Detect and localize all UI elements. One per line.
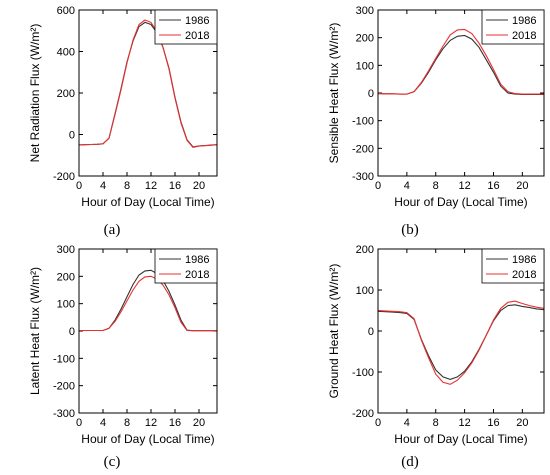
x-tick-label: 12 <box>145 180 157 192</box>
y-tick-label: -200 <box>352 408 374 420</box>
x-tick-label: 4 <box>404 180 410 192</box>
x-axis-label: Hour of Day (Local Time) <box>394 195 527 209</box>
x-axis-label: Hour of Day (Local Time) <box>81 432 214 446</box>
y-tick-label: -100 <box>352 116 374 128</box>
x-tick-label: 16 <box>169 180 181 192</box>
x-tick-label: 12 <box>458 180 470 192</box>
x-axis-label: Hour of Day (Local Time) <box>394 432 527 446</box>
panel-label: (b) <box>401 222 419 238</box>
y-tick-label: -100 <box>53 353 75 365</box>
x-tick-label: 12 <box>458 417 470 429</box>
y-axis-label: Net Radiation Flux (W/m²) <box>28 24 42 163</box>
x-tick-label: 4 <box>100 180 106 192</box>
y-tick-label: 300 <box>356 5 374 17</box>
plot-frame <box>377 248 545 414</box>
series-line-2018 <box>377 28 544 95</box>
y-tick-label: 100 <box>356 60 374 72</box>
legend-label-1986: 1986 <box>512 254 536 266</box>
y-tick-label: 100 <box>57 299 75 311</box>
x-axis-label: Hour of Day (Local Time) <box>81 195 214 209</box>
x-tick-label: 16 <box>169 417 181 429</box>
chart-panel-b: -300 -200 -100 0 100 200 300 0 4 8 12 16 20 1986 2018 H… <box>327 5 545 238</box>
series-line-2018 <box>377 300 545 385</box>
y-tick-label: 0 <box>69 130 75 142</box>
legend-label-1986: 1986 <box>185 254 209 266</box>
x-tick-label: 20 <box>516 180 528 192</box>
series-line-2018 <box>78 19 218 149</box>
x-tick-label: 4 <box>100 417 106 429</box>
y-tick-label: -100 <box>352 367 374 379</box>
chart-panel-d: -200 -100 0 100 200 0 4 8 12 16 20 1986 2018 Hour of … <box>327 244 545 470</box>
y-tick-label: 0 <box>368 88 374 100</box>
x-tick-label: 0 <box>76 180 82 192</box>
y-axis-label: Ground Heat Flux (W/m²) <box>327 264 341 399</box>
legend-label-2018: 2018 <box>512 269 536 281</box>
legend-label-2018: 2018 <box>185 269 209 281</box>
panel-label: (c) <box>104 454 121 470</box>
y-axis-label: Sensible Heat Flux (W/m²) <box>327 23 341 164</box>
x-tick-label: 16 <box>487 180 499 192</box>
panel-label: (d) <box>401 454 419 470</box>
y-tick-label: 0 <box>69 326 75 338</box>
x-tick-label: 0 <box>375 417 381 429</box>
x-tick-label: 20 <box>193 417 205 429</box>
plot-frame <box>78 9 218 177</box>
y-tick-label: -200 <box>53 381 75 393</box>
y-tick-label: 0 <box>368 326 374 338</box>
y-tick-label: 200 <box>57 88 75 100</box>
y-tick-label: -200 <box>352 143 374 155</box>
y-tick-label: -300 <box>352 171 374 183</box>
legend-box <box>154 9 218 45</box>
x-tick-label: 16 <box>487 417 499 429</box>
x-tick-label: 8 <box>433 417 439 429</box>
y-tick-label: 100 <box>356 285 374 297</box>
x-tick-label: 0 <box>375 180 381 192</box>
x-tick-label: 12 <box>145 417 157 429</box>
plot-frame <box>78 248 218 414</box>
plot-frame <box>377 9 545 177</box>
legend-label-2018: 2018 <box>512 30 536 42</box>
legend-box <box>154 248 218 284</box>
x-tick-label: 20 <box>516 417 528 429</box>
series-line-2018 <box>79 275 217 332</box>
legend-box <box>481 248 545 284</box>
y-tick-label: 200 <box>57 271 75 283</box>
series-line-1986 <box>377 304 545 380</box>
y-tick-label: 400 <box>57 47 75 59</box>
x-tick-label: 20 <box>193 180 205 192</box>
legend-label-1986: 1986 <box>185 15 209 27</box>
x-tick-label: 8 <box>124 417 130 429</box>
y-tick-label: 300 <box>57 244 75 256</box>
y-tick-label: -300 <box>53 408 75 420</box>
y-tick-label: 600 <box>57 5 75 17</box>
legend-label-2018: 2018 <box>185 30 209 42</box>
panel-label: (a) <box>104 222 121 238</box>
x-tick-label: 0 <box>76 417 82 429</box>
y-axis-label: Latent Heat Flux (W/m²) <box>28 267 42 395</box>
x-tick-label: 8 <box>433 180 439 192</box>
legend-box <box>481 9 545 45</box>
y-tick-label: -200 <box>53 171 75 183</box>
x-tick-label: 4 <box>404 417 410 429</box>
y-tick-label: 200 <box>356 33 374 45</box>
y-tick-label: 200 <box>356 244 374 256</box>
chart-panel-c: -300 -200 -100 0 100 200 300 0 4 8 12 16 20 1986 2018 H… <box>28 244 218 470</box>
x-tick-label: 8 <box>124 180 130 192</box>
legend-label-1986: 1986 <box>512 15 536 27</box>
